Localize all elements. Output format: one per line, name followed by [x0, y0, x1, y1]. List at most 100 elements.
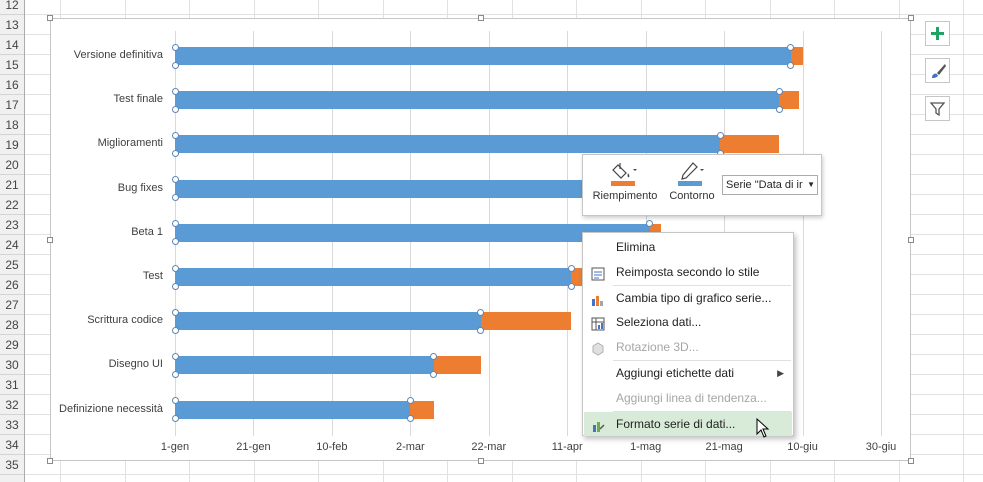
selection-handle[interactable]: [171, 149, 179, 157]
series-selector-dropdown[interactable]: Serie "Data di ir ▼: [722, 175, 818, 195]
format-mini-toolbar: Riempimento Contorno Serie "Data di ir ▼: [582, 154, 822, 216]
bar-duration[interactable]: [410, 400, 434, 419]
menu-item-cambia-tipo-di-grafico-serie[interactable]: Cambia tipo di grafico serie...: [584, 286, 792, 310]
chart-elements-button[interactable]: [925, 21, 950, 46]
resize-handle[interactable]: [908, 15, 914, 21]
row-number[interactable]: 21: [0, 175, 24, 195]
pen-icon: [678, 162, 704, 186]
category-label: Miglioramenti: [97, 137, 163, 150]
selection-handle[interactable]: [171, 194, 179, 202]
bar-start[interactable]: [175, 356, 434, 375]
bar-duration[interactable]: [480, 312, 572, 331]
selection-handle[interactable]: [477, 308, 485, 316]
selection-handle[interactable]: [171, 87, 179, 95]
selection-handle[interactable]: [716, 131, 724, 139]
row-number[interactable]: 17: [0, 95, 24, 115]
row-number[interactable]: 22: [0, 195, 24, 215]
x-gridline: [803, 31, 804, 436]
selection-handle[interactable]: [171, 105, 179, 113]
selection-handle[interactable]: [477, 326, 485, 334]
selection-handle[interactable]: [430, 370, 438, 378]
row-number[interactable]: 12: [0, 0, 24, 15]
bar-start[interactable]: [175, 47, 791, 65]
selection-handle[interactable]: [406, 415, 414, 423]
resize-handle[interactable]: [908, 236, 914, 243]
fill-button[interactable]: Riempimento: [589, 161, 661, 202]
selection-handle[interactable]: [430, 352, 438, 360]
selection-handle[interactable]: [775, 105, 783, 113]
selection-handle[interactable]: [171, 176, 179, 184]
menu-item-aggiungi-etichette-dati[interactable]: Aggiungi etichette dati ▶: [584, 361, 792, 385]
selection-handle[interactable]: [787, 61, 795, 69]
bar-duration[interactable]: [790, 47, 803, 65]
selection-handle[interactable]: [567, 282, 575, 290]
resize-handle[interactable]: [477, 15, 484, 21]
menu-item-reimposta-secondo-lo-stile[interactable]: Reimposta secondo lo stile: [584, 260, 792, 284]
row-number[interactable]: 14: [0, 35, 24, 55]
menu-item-aggiungi-linea-di-tendenza[interactable]: Aggiungi linea di tendenza...: [584, 386, 792, 410]
bar-duration[interactable]: [433, 356, 481, 375]
filter-icon: [930, 102, 945, 116]
row-number[interactable]: 27: [0, 295, 24, 315]
bar-start[interactable]: [175, 223, 650, 242]
row-number[interactable]: 29: [0, 335, 24, 355]
bar-start[interactable]: [175, 400, 411, 419]
resize-handle[interactable]: [908, 458, 914, 464]
resize-handle[interactable]: [47, 236, 53, 243]
menu-item-seleziona-dati[interactable]: Seleziona dati...: [584, 310, 792, 334]
selection-handle[interactable]: [787, 43, 795, 51]
menu-item-elimina[interactable]: Elimina: [584, 235, 792, 259]
row-number[interactable]: 20: [0, 155, 24, 175]
bar-start[interactable]: [175, 135, 721, 154]
selection-handle[interactable]: [171, 415, 179, 423]
row-number[interactable]: 31: [0, 375, 24, 395]
bar-start[interactable]: [175, 268, 572, 286]
selection-handle[interactable]: [171, 352, 179, 360]
row-number[interactable]: 16: [0, 75, 24, 95]
selection-handle[interactable]: [171, 326, 179, 334]
resize-handle[interactable]: [47, 15, 53, 21]
row-number[interactable]: 33: [0, 415, 24, 435]
row-number[interactable]: 19: [0, 135, 24, 155]
outline-button[interactable]: Contorno: [663, 161, 721, 202]
row-number[interactable]: 32: [0, 395, 24, 415]
menu-item-rotazione-3d[interactable]: Rotazione 3D...: [584, 335, 792, 359]
row-number[interactable]: 13: [0, 15, 24, 35]
chart-type-icon: [591, 291, 605, 306]
resize-handle[interactable]: [477, 458, 484, 464]
category-label: Beta 1: [131, 225, 163, 238]
row-number[interactable]: 23: [0, 215, 24, 235]
row-number[interactable]: 24: [0, 235, 24, 255]
selection-handle[interactable]: [171, 61, 179, 69]
row-number[interactable]: 30: [0, 355, 24, 375]
selection-handle[interactable]: [406, 397, 414, 405]
selection-handle[interactable]: [171, 282, 179, 290]
bar-start[interactable]: [175, 91, 780, 110]
bar-duration[interactable]: [720, 135, 780, 154]
row-number[interactable]: 15: [0, 55, 24, 75]
selection-handle[interactable]: [171, 43, 179, 51]
row-number[interactable]: 26: [0, 275, 24, 295]
selection-handle[interactable]: [171, 308, 179, 316]
selection-handle[interactable]: [171, 370, 179, 378]
bar-start[interactable]: [175, 312, 481, 331]
selection-handle[interactable]: [171, 131, 179, 139]
row-number[interactable]: 28: [0, 315, 24, 335]
bar-start[interactable]: [175, 179, 607, 198]
selection-handle[interactable]: [775, 87, 783, 95]
bar-duration[interactable]: [779, 91, 799, 110]
chart-styles-button[interactable]: [925, 58, 950, 83]
row-number[interactable]: 25: [0, 255, 24, 275]
selection-handle[interactable]: [646, 220, 654, 228]
row-number[interactable]: 34: [0, 435, 24, 455]
selection-handle[interactable]: [171, 264, 179, 272]
selection-handle[interactable]: [171, 397, 179, 405]
x-tick-label: 2-mar: [395, 441, 425, 453]
selection-handle[interactable]: [171, 220, 179, 228]
row-number[interactable]: 35: [0, 455, 24, 475]
selection-handle[interactable]: [567, 264, 575, 272]
chart-filters-button[interactable]: [925, 96, 950, 121]
row-number[interactable]: 18: [0, 115, 24, 135]
selection-handle[interactable]: [171, 238, 179, 246]
resize-handle[interactable]: [47, 458, 53, 464]
